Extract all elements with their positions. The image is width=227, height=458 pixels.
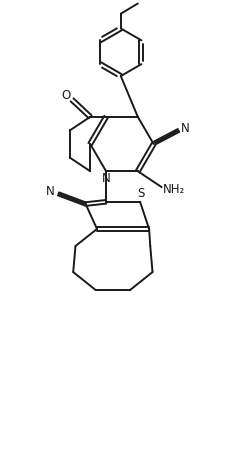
- Text: N: N: [101, 172, 110, 185]
- Text: O: O: [61, 89, 70, 102]
- Text: S: S: [137, 187, 144, 201]
- Text: N: N: [46, 185, 55, 198]
- Text: N: N: [180, 122, 188, 135]
- Text: NH₂: NH₂: [162, 183, 184, 196]
